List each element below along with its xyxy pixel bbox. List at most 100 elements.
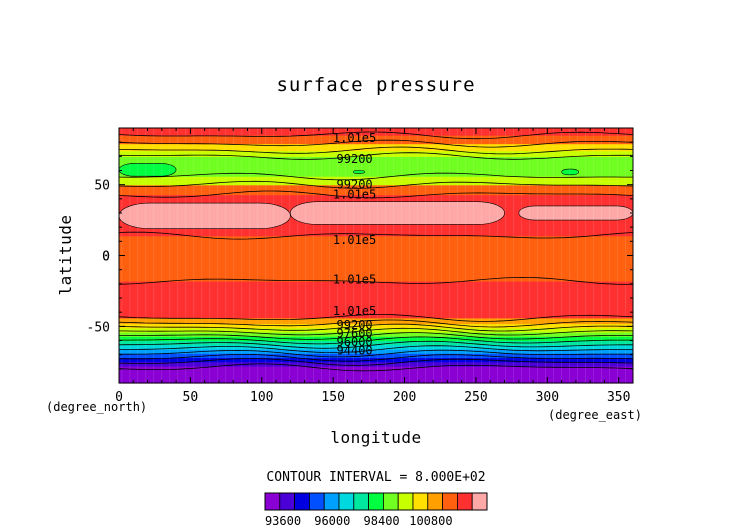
- patch-0: [118, 202, 291, 229]
- contour-lines: [118, 131, 634, 372]
- patch-1: [289, 201, 505, 225]
- contour-interval-label: CONTOUR INTERVAL = 8.000E+02: [266, 470, 485, 485]
- y-tick-label-0: 0: [102, 250, 110, 265]
- colorbar-tick-label-1: 96000: [314, 514, 350, 528]
- contour-label-3: 1.01e5: [333, 188, 376, 202]
- contour-line-10: [118, 319, 634, 328]
- contour-line-18: [118, 146, 634, 155]
- patch-5: [352, 170, 365, 174]
- x-unit-label: (degree_east): [548, 408, 642, 422]
- band-11: [119, 317, 633, 325]
- colorbar-swatch-11: [427, 492, 443, 511]
- colorbar-swatch-5: [338, 492, 355, 511]
- contour-label-5: 1.01e5: [333, 273, 376, 287]
- colorbar-swatch-1: [279, 492, 295, 511]
- contour-label-9: 96000: [337, 335, 373, 349]
- colorbar: 93600 96000 98400 100800: [264, 492, 488, 528]
- x-tick-label-100: 100: [250, 390, 273, 405]
- y-axis-label: latitude: [56, 214, 75, 295]
- band-6: [119, 340, 633, 346]
- contour-labels: 1.01e599200992001.01e51.01e51.01e51.01e5…: [333, 131, 376, 358]
- contour-line-4: [119, 345, 633, 354]
- band-20: [119, 135, 633, 145]
- contour-line-0: [118, 363, 634, 372]
- contour-line-6: [119, 336, 633, 345]
- colorbar-swatch-4: [323, 492, 340, 511]
- band-16: [119, 176, 633, 186]
- contour-label-2: 99200: [337, 178, 373, 192]
- contour-line-15: [118, 180, 634, 189]
- contour-line-13: [118, 231, 634, 240]
- colorbar-swatch-0: [264, 492, 281, 511]
- contour-line-16: [118, 172, 633, 181]
- band-4: [119, 349, 633, 354]
- colorbar-swatch-7: [368, 492, 384, 511]
- contour-line-2: [118, 354, 634, 362]
- contour-line-3: [118, 349, 633, 358]
- band-10: [119, 323, 633, 329]
- y-unit-label: (degree_north): [46, 400, 147, 414]
- contour-line-7: [119, 332, 633, 340]
- y-tick-label--50: -50: [87, 320, 110, 335]
- band-19: [119, 143, 633, 152]
- x-tick-label-150: 150: [321, 390, 344, 405]
- x-tick-label-200: 200: [393, 390, 416, 405]
- contour-fills: [118, 128, 634, 384]
- band-1: [119, 361, 633, 367]
- x-tick-label-300: 300: [536, 390, 559, 405]
- contour-line-19: [118, 139, 634, 148]
- x-tick-label-350: 350: [607, 390, 630, 405]
- contour-label-8: 97600: [337, 326, 373, 340]
- colorbar-swatch-3: [308, 492, 325, 511]
- x-tick-label-0: 0: [115, 390, 123, 405]
- colorbar-frame: [264, 492, 488, 511]
- band-3: [119, 353, 633, 359]
- patch-3: [118, 163, 177, 177]
- patch-4: [561, 168, 579, 176]
- colorbar-tick-label-3: 100800: [409, 514, 452, 528]
- contour-line-5: [118, 340, 633, 349]
- band-5: [119, 344, 633, 350]
- contour-line-9: [118, 323, 634, 332]
- contour-line-12: [118, 276, 634, 285]
- contour-label-10: 94400: [337, 343, 373, 357]
- colorbar-swatch-14: [471, 492, 488, 511]
- y-tick-label-0: 0: [102, 250, 110, 265]
- x-axis-label: longitude: [330, 428, 421, 447]
- colorbar-swatch-8: [382, 492, 399, 511]
- band-7: [119, 336, 633, 342]
- band-9: [119, 327, 633, 333]
- contour-line-14: [118, 190, 634, 199]
- colorbar-swatch-12: [442, 492, 458, 511]
- contour-line-8: [118, 327, 634, 336]
- x-tick-label-50: 50: [183, 390, 199, 405]
- contour-line-11: [118, 314, 634, 322]
- contour-label-6: 1.01e5: [333, 304, 376, 318]
- colorbar-swatch-6: [353, 492, 369, 511]
- band-12: [119, 281, 633, 319]
- colorbar-swatch-2: [294, 492, 310, 511]
- y-tick-label-50: 50: [94, 179, 110, 194]
- contour-label-4: 1.01e5: [333, 233, 376, 247]
- chart-title: surface pressure: [276, 74, 475, 96]
- band-13: [119, 235, 633, 282]
- contour-label-0: 1.01e5: [333, 131, 376, 145]
- colorbar-swatch-10: [412, 492, 429, 511]
- contour-line-17: [118, 152, 633, 160]
- contour-label-7: 99200: [337, 318, 373, 332]
- colorbar-tick-label-2: 98400: [364, 514, 400, 528]
- patch-2: [518, 205, 634, 221]
- colorbar-swatch-13: [456, 492, 473, 511]
- contour-label-1: 99200: [337, 152, 373, 166]
- band-0: [119, 366, 633, 384]
- band-18: [119, 150, 633, 157]
- plot-area: 1.01e599200992001.01e51.01e51.01e51.01e5…: [87, 127, 634, 405]
- colorbar-tick-label-0: 93600: [265, 514, 301, 528]
- band-15: [119, 184, 633, 196]
- x-tick-label-250: 250: [464, 390, 487, 405]
- colorbar-swatch-9: [397, 492, 414, 511]
- contour-line-1: [118, 358, 634, 366]
- band-17: [119, 156, 633, 177]
